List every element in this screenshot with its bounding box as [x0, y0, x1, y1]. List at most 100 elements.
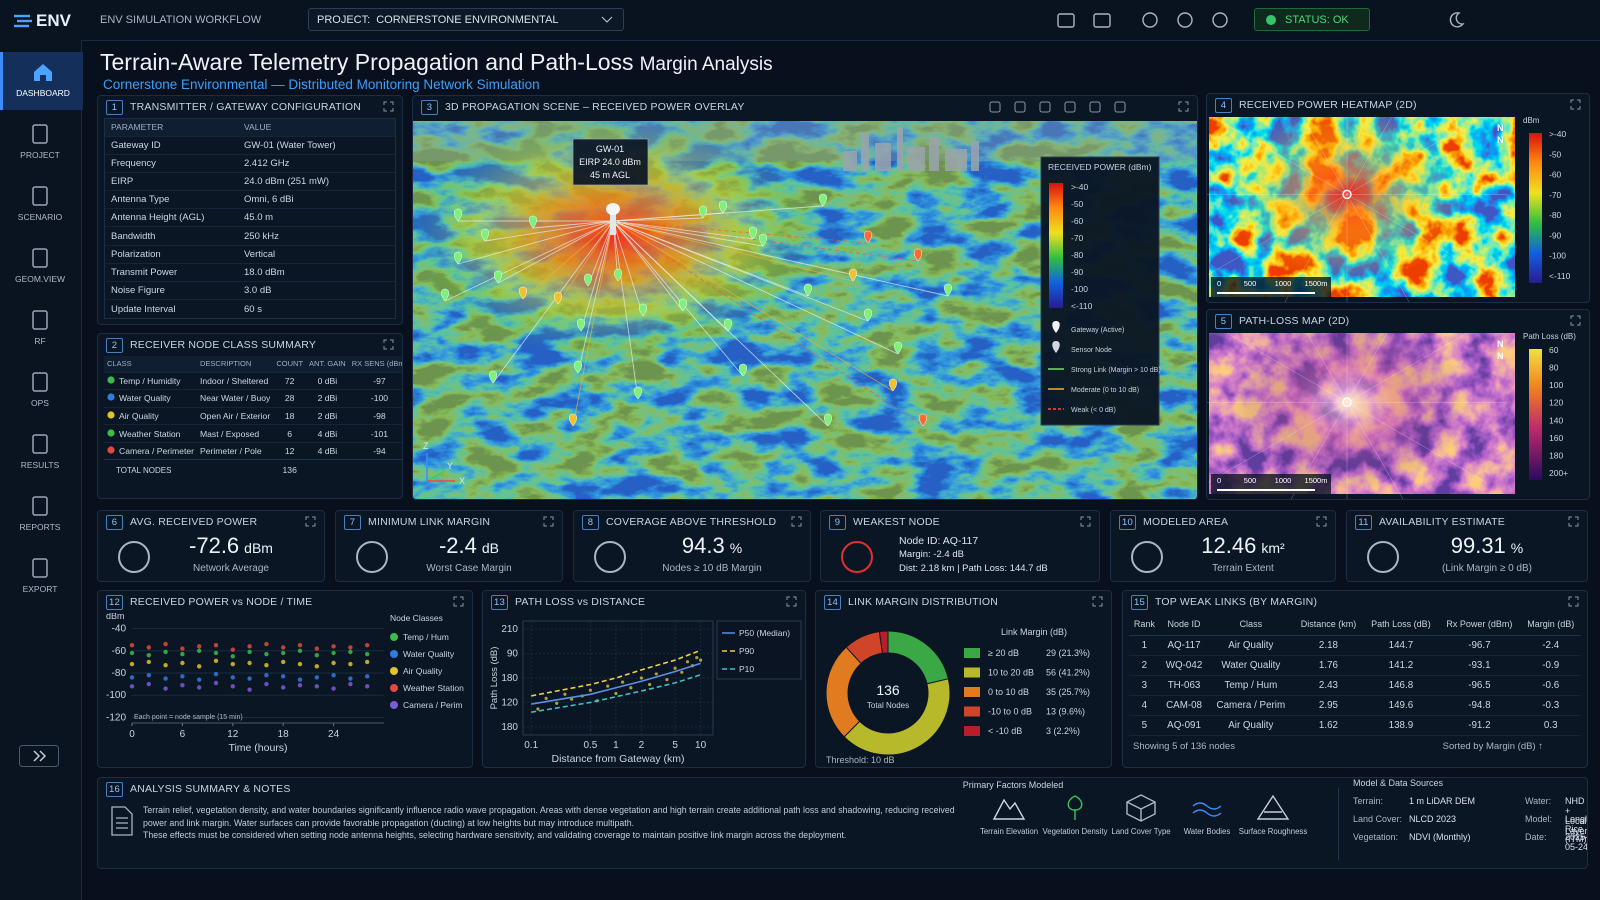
expand-icon[interactable] [1568, 596, 1579, 607]
expand-sidebar[interactable] [19, 745, 59, 767]
building [907, 147, 925, 171]
sample-point [673, 666, 677, 670]
cell: 1.62 [1318, 719, 1338, 731]
icon-ring [356, 541, 388, 573]
nav-item[interactable]: GEOM.VIEW [0, 238, 80, 296]
scatter-point [230, 661, 235, 667]
expand-icon[interactable] [791, 516, 802, 527]
workflow-label: ENV SIMULATION WORKFLOW [100, 14, 262, 26]
scatter-point [129, 675, 135, 680]
scene-tool[interactable] [1114, 101, 1126, 113]
pin [481, 228, 489, 242]
cell: Gateway ID [111, 139, 161, 151]
cell-text: 12 [284, 446, 295, 457]
project-select[interactable]: PROJECT: CORNERSTONE ENVIRONMENTAL [308, 8, 624, 31]
scene-tool[interactable] [1039, 101, 1051, 113]
expand-icon[interactable] [1316, 516, 1327, 527]
nav-item[interactable]: DASHBOARD [0, 52, 83, 110]
cell: -97 [349, 372, 402, 390]
column-header: Rx Power (dBm) [1446, 618, 1513, 629]
cell: CAM-08 [1166, 699, 1203, 711]
expand-icon[interactable] [1570, 315, 1581, 326]
x-tick-label: 5 [672, 740, 678, 751]
colorbar-label: 200+ [1549, 468, 1568, 478]
toolbar-icon[interactable] [1175, 10, 1195, 30]
scatter-point [163, 686, 168, 691]
toolbar-icon[interactable] [1056, 10, 1076, 30]
colorbar-label: -80 [1549, 210, 1562, 220]
expand-icon[interactable] [383, 101, 394, 112]
config-row: Antenna Height (AGL) 45.0 m [105, 208, 395, 227]
scatter-point [264, 651, 269, 657]
expand-icon[interactable] [543, 516, 554, 527]
expand-icon[interactable] [1570, 99, 1581, 110]
scalebar-label: 1500m [1305, 476, 1328, 485]
nav-item[interactable]: EXPORT [0, 548, 80, 606]
map-ray [1208, 194, 1348, 275]
scene-tool[interactable] [1064, 101, 1076, 113]
icon-shape [1142, 12, 1158, 28]
cell: 1.76 [1318, 659, 1338, 671]
expand-icon[interactable] [305, 516, 316, 527]
nav-item[interactable]: PROJECT [0, 114, 80, 172]
scene-tool[interactable] [1089, 101, 1101, 113]
expand-box [19, 745, 59, 767]
sensor-node [441, 288, 449, 302]
tool-shape [1039, 101, 1051, 113]
scene-tool[interactable] [1014, 101, 1026, 113]
kpi-unit: dB [481, 540, 500, 556]
scatter-point [264, 673, 269, 678]
nav-item[interactable]: RESULTS [0, 424, 80, 482]
colorbar-label: 60 [1549, 345, 1559, 355]
nav-item[interactable]: SCENARIO [0, 176, 80, 234]
series-line [531, 673, 701, 713]
panel-number: 4 [1215, 97, 1232, 113]
expand-icon[interactable] [1568, 516, 1579, 527]
pin [719, 200, 727, 214]
column-header: Node ID [1167, 618, 1201, 629]
sample-point [606, 684, 610, 688]
x-tick-label: 0 [129, 729, 135, 740]
nav-item[interactable]: REPORTS [0, 486, 80, 544]
scatter-point [213, 658, 219, 663]
link-line [532, 220, 614, 229]
expand-icon[interactable] [1092, 596, 1103, 607]
nav-icon [32, 372, 48, 392]
scatter-point [163, 676, 168, 681]
kpi-unit: dBm [244, 540, 273, 556]
pin [639, 303, 647, 317]
expand-icon[interactable] [1080, 516, 1091, 527]
map-ray [1346, 333, 1388, 403]
toolbar-icon[interactable] [1092, 10, 1112, 30]
legend-label: Weather Station [403, 683, 464, 693]
table-wrap: Rank Node ID Class Distance (km) Path Loss (… [1129, 613, 1581, 736]
chart-panel: 14 LINK MARGIN DISTRIBUTION 136 Total Nodes… [815, 590, 1112, 768]
map-ray [1290, 402, 1348, 499]
expand-icon[interactable] [383, 339, 394, 350]
cell: 2.18 [1318, 639, 1338, 651]
scene-tool[interactable] [989, 101, 1001, 113]
cell: 4 [1141, 699, 1148, 711]
cell: 2 [1141, 659, 1148, 671]
scatter-point [365, 659, 370, 665]
kpi-unit: % [729, 540, 743, 556]
sensor-node [529, 215, 537, 229]
toolbar-icon[interactable] [1140, 10, 1160, 30]
expand-icon[interactable] [786, 596, 797, 607]
expand [1568, 596, 1579, 607]
link-line [612, 220, 924, 427]
config-row: Gateway ID GW-01 (Water Tower) [105, 136, 395, 154]
panel-number: 9 [829, 514, 846, 530]
source-value: NHD + Local Layers [1565, 796, 1588, 836]
tool-shape [1064, 101, 1076, 113]
theme-toggle[interactable] [1446, 10, 1466, 30]
expand-icon[interactable] [1178, 101, 1189, 112]
legend-label: ≥ 20 dB [988, 648, 1019, 658]
x-tick-label: 18 [278, 729, 290, 740]
link-line [612, 220, 899, 355]
nav-item[interactable]: OPS [0, 362, 80, 420]
expand-icon[interactable] [453, 596, 464, 607]
toolbar-icon[interactable] [1210, 10, 1230, 30]
axis-letter: X [459, 476, 465, 486]
nav-item[interactable]: RF [0, 300, 80, 358]
